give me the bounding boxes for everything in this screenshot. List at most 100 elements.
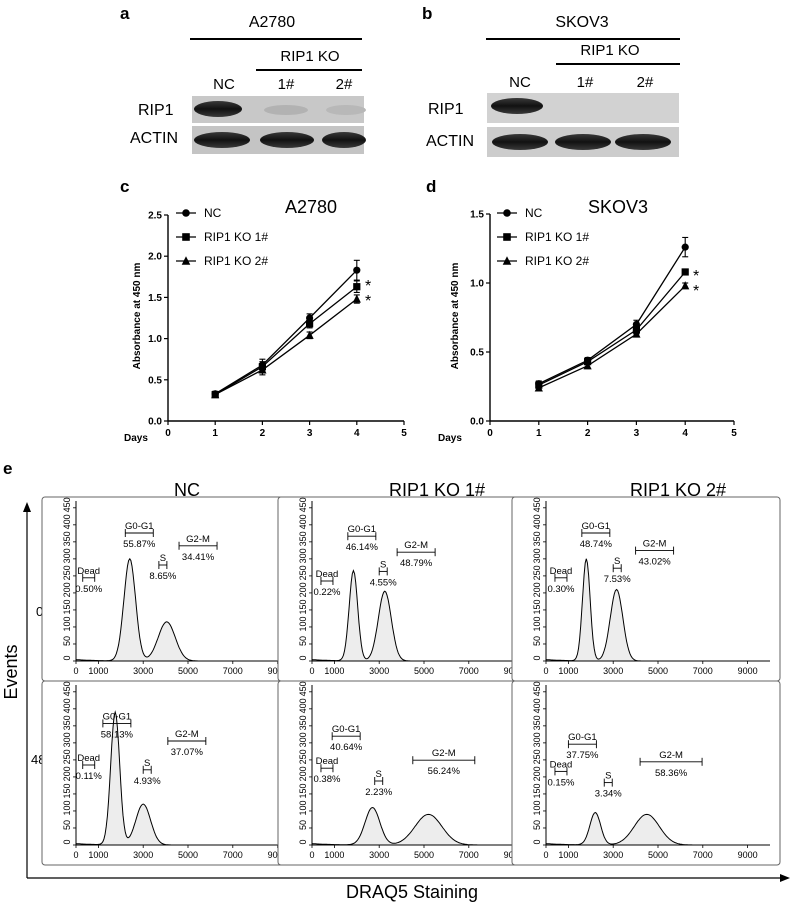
panel-a-cell-line: A2780 [249, 14, 295, 31]
facs-y-tick-label: 350 [532, 715, 542, 730]
facs-gate-g0g1-value: 37.75% [566, 750, 599, 761]
facs-x-tick-label: 5000 [178, 666, 198, 676]
facs-gate-s-name: S [160, 553, 166, 564]
panel-b-band-actin-nc [492, 134, 548, 150]
facs-x-tick-label: 1000 [324, 666, 344, 676]
chart-d-line-nc [538, 246, 686, 385]
chart-c-plot: 0.0 0.5 1.0 1.5 2.0 2.5 0 1 2 3 4 5 NC RIP1 KO 1# RIP1… [148, 206, 407, 439]
chart-d-y-tick-label: 0.5 [470, 348, 484, 359]
chart-c-point-ko1 [306, 320, 314, 328]
facs-y-tick-label: 450 [298, 497, 308, 512]
chart-c-x-tick-label: 2 [260, 428, 266, 439]
facs-x-tick-label: 7000 [693, 850, 713, 860]
facs-x-tick-label: 5000 [648, 666, 668, 676]
chart-d-xlabel: Days [438, 433, 462, 444]
facs-gate-g2m-value: 34.41% [182, 552, 215, 563]
facs-y-tick-label: 450 [532, 681, 542, 696]
chart-c-ylabel: Absorbance at 450 nm [132, 263, 143, 370]
chart-c-point-ko1 [353, 283, 361, 291]
events-axis-label: Events [1, 644, 21, 699]
facs-x-tick-label: 1000 [324, 850, 344, 860]
facs-y-tick-label: 200 [298, 582, 308, 597]
chart-d-legend-label-ko2: RIP1 KO 2# [525, 254, 589, 268]
facs-gate-s-name: S [614, 556, 620, 567]
facs-y-tick-label: 0 [62, 655, 72, 660]
facs-y-tick-label: 400 [298, 514, 308, 529]
facs-plot-r1-c2: 0 50 100 150 200 250 300 350 400 450 0 1000 3000 5000… [511, 680, 781, 866]
facs-gate-s-value: 2.23% [365, 787, 392, 798]
facs-gate-dead-value: 0.30% [547, 584, 574, 595]
panel-e-col-nc: NC [174, 480, 200, 500]
facs-y-tick-label: 350 [298, 715, 308, 730]
facs-gate-s-value: 4.55% [370, 577, 397, 588]
chart-d-x-tick-label: 5 [731, 428, 737, 439]
facs-y-tick-label: 50 [532, 820, 542, 830]
facs-x-tick-label: 5000 [648, 850, 668, 860]
chart-d-legend-label-nc: NC [525, 206, 543, 220]
chart-c-legend-marker-ko1 [182, 233, 190, 241]
facs-y-tick-label: 350 [298, 531, 308, 546]
chart-d-legend-marker-ko1 [503, 233, 511, 241]
chart-d-star-1: * [693, 268, 699, 285]
facs-y-tick-label: 400 [532, 514, 542, 529]
chart-d-point-ko2 [632, 329, 641, 338]
panel-a-letter: a [120, 4, 130, 23]
chart-c-line-ko2 [214, 298, 358, 396]
chart-c-line-nc [214, 269, 358, 395]
facs-y-tick-label: 350 [532, 531, 542, 546]
chart-d-point-nc [681, 243, 689, 251]
chart-d-x-tick-label: 3 [634, 428, 640, 439]
facs-y-tick-label: 350 [62, 531, 72, 546]
chart-c-star-1: * [365, 278, 371, 295]
facs-y-tick-label: 200 [298, 766, 308, 781]
facs-gate-g2m-value: 58.36% [655, 768, 688, 779]
panel-c-letter: c [120, 177, 129, 196]
panel-a: a A2780 RIP1 KO NC 1# 2# RIP1 ACTIN [120, 4, 366, 154]
facs-gate-g2m-name: G2-M [404, 540, 428, 551]
facs-x-tick-label: 1000 [558, 666, 578, 676]
facs-y-tick-label: 300 [532, 548, 542, 563]
panel-a-group-label: RIP1 KO [280, 48, 339, 65]
chart-c-x-tick-label: 3 [307, 428, 313, 439]
facs-gate-g2m-name: G2-M [186, 534, 210, 545]
facs-x-tick-label: 7000 [459, 666, 479, 676]
panel-a-row-actin: ACTIN [130, 130, 178, 147]
facs-y-tick-label: 200 [532, 582, 542, 597]
draq5-axis-label: DRAQ5 Staining [346, 882, 478, 902]
facs-y-tick-label: 150 [62, 599, 72, 614]
facs-x-tick-label: 5000 [414, 666, 434, 676]
chart-d-point-ko1 [681, 268, 689, 276]
facs-gate-g0g1-name: G0-G1 [125, 521, 154, 532]
chart-c-y-tick-label: 1.5 [148, 293, 162, 304]
facs-gate-g2m-name: G2-M [175, 729, 199, 740]
facs-gate-dead-value: 0.50% [75, 584, 102, 595]
facs-y-tick-label: 50 [62, 636, 72, 646]
chart-c-y-tick-label: 2.0 [148, 252, 162, 263]
facs-x-tick-label: 3000 [369, 666, 389, 676]
panel-a-lane-nc: NC [213, 76, 235, 93]
panel-a-band-rip1-2 [326, 105, 366, 115]
facs-y-tick-label: 100 [532, 800, 542, 815]
chart-d-x-tick-label: 1 [536, 428, 542, 439]
facs-gate-dead-value: 0.38% [313, 774, 340, 785]
facs-y-tick-label: 250 [62, 565, 72, 580]
facs-x-tick-label: 9000 [738, 850, 758, 860]
facs-y-tick-label: 450 [62, 681, 72, 696]
facs-y-tick-label: 100 [62, 616, 72, 631]
chart-c-x-tick-label: 0 [165, 428, 171, 439]
chart-c-point-ko2 [211, 390, 220, 399]
facs-gate-g2m-value: 56.24% [428, 766, 461, 777]
facs-y-tick-label: 100 [62, 800, 72, 815]
facs-panel-frame [511, 680, 781, 866]
facs-y-tick-label: 200 [532, 766, 542, 781]
facs-y-tick-label: 150 [298, 599, 308, 614]
chart-d-line-ko1 [538, 271, 686, 386]
facs-gate-g2m-name: G2-M [643, 539, 667, 550]
facs-y-tick-label: 50 [62, 820, 72, 830]
panel-b: b SKOV3 RIP1 KO NC 1# 2# RIP1 ACTIN [422, 4, 680, 157]
chart-d-y-tick-label: 1.0 [470, 279, 484, 290]
